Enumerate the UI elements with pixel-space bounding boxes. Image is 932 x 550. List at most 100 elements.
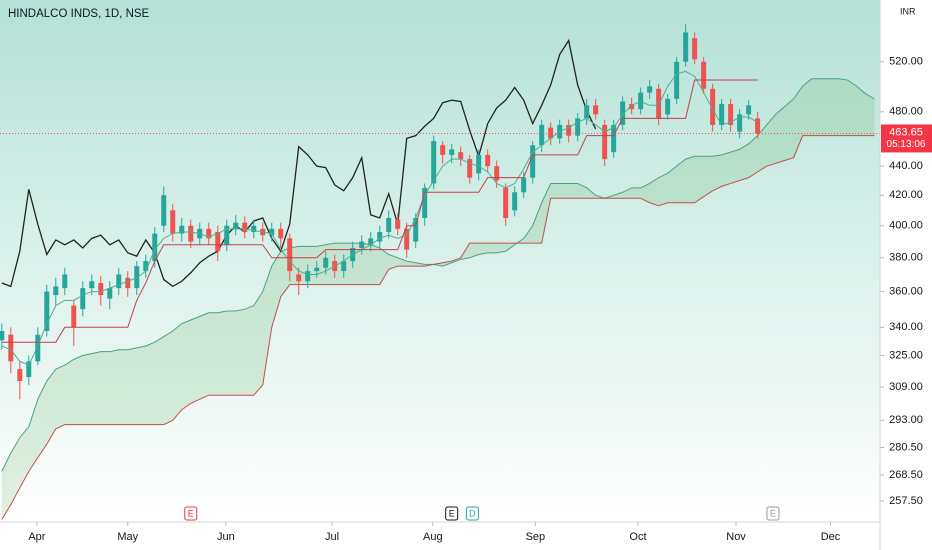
leading-span-b bbox=[1, 135, 875, 520]
conversion-line bbox=[1, 70, 758, 366]
candle-body bbox=[8, 334, 14, 362]
candle-body bbox=[629, 104, 635, 110]
candle-body bbox=[476, 154, 482, 174]
candle-body bbox=[35, 334, 41, 362]
y-tick-label: 420.00 bbox=[889, 189, 923, 201]
candle-body bbox=[539, 124, 545, 146]
x-tick-label: Oct bbox=[629, 531, 646, 543]
candle-body bbox=[602, 124, 608, 160]
candle-body bbox=[422, 187, 428, 218]
candle-body bbox=[503, 187, 509, 218]
candle-body bbox=[107, 288, 113, 299]
candle-body bbox=[611, 124, 617, 153]
y-tick-label: 520.00 bbox=[889, 56, 923, 68]
y-tick-label: 257.50 bbox=[889, 495, 923, 507]
candle-body bbox=[530, 145, 536, 178]
candle-body bbox=[323, 257, 329, 268]
candle-body bbox=[251, 225, 257, 233]
candle-body bbox=[647, 86, 653, 93]
lagging-span bbox=[1, 38, 597, 288]
candle-body bbox=[548, 127, 554, 139]
candle-body bbox=[233, 222, 239, 229]
candle-body bbox=[116, 274, 122, 289]
candle-body bbox=[674, 61, 680, 99]
x-tick-label: Jun bbox=[217, 531, 235, 543]
y-tick-label: 340.00 bbox=[889, 321, 923, 333]
candle-body bbox=[215, 232, 221, 252]
candle-body bbox=[278, 228, 284, 239]
event-marker bbox=[465, 506, 479, 521]
candle-body bbox=[161, 195, 167, 226]
leading-span-a bbox=[1, 78, 875, 472]
candle-body bbox=[269, 228, 275, 236]
candle-body bbox=[404, 228, 410, 250]
y-tick-label: 380.00 bbox=[889, 252, 923, 264]
candle-body bbox=[620, 101, 626, 125]
event-marker-label: E bbox=[188, 508, 194, 518]
y-tick-label: 309.00 bbox=[889, 381, 923, 393]
y-tick-label: 280.50 bbox=[889, 441, 923, 453]
y-tick-label: 268.50 bbox=[889, 469, 923, 481]
candle-body bbox=[485, 154, 491, 167]
countdown-label: 05:13:06 bbox=[887, 139, 926, 150]
candle-body bbox=[692, 38, 698, 60]
candle-body bbox=[512, 192, 518, 211]
plot-background bbox=[0, 0, 880, 522]
cloud-fill bbox=[1, 78, 875, 520]
candle-body bbox=[395, 219, 401, 229]
candle-body bbox=[188, 225, 194, 242]
candle-body bbox=[440, 145, 446, 155]
candle-body bbox=[80, 288, 86, 310]
price-axis-background bbox=[880, 0, 932, 550]
x-tick-label: Apr bbox=[28, 531, 45, 543]
candle-body bbox=[494, 166, 500, 181]
candle-body bbox=[449, 149, 455, 155]
candle-body bbox=[458, 152, 464, 160]
candle-body bbox=[152, 233, 158, 262]
candle-body bbox=[521, 177, 527, 193]
candle-body bbox=[206, 228, 212, 239]
x-tick-label: Nov bbox=[726, 531, 746, 543]
candle-body bbox=[296, 274, 302, 282]
event-marker-label: E bbox=[449, 508, 455, 518]
base-line bbox=[1, 79, 758, 343]
candle-body bbox=[431, 141, 437, 184]
candle-body bbox=[242, 222, 248, 233]
candle-body bbox=[386, 217, 392, 233]
candle-body bbox=[584, 105, 590, 119]
x-tick-label: Jul bbox=[325, 531, 339, 543]
y-tick-label: 293.00 bbox=[889, 414, 923, 426]
candle-body bbox=[755, 118, 761, 134]
candle-body bbox=[746, 105, 752, 115]
candle-body bbox=[224, 225, 230, 245]
candle-body bbox=[89, 281, 95, 289]
y-tick-label: 440.00 bbox=[889, 160, 923, 172]
candle-body bbox=[683, 32, 689, 62]
y-tick-label: 360.00 bbox=[889, 285, 923, 297]
candle-body bbox=[710, 88, 716, 125]
candle-body bbox=[719, 104, 725, 125]
chart-title: HINDALCO INDS, 1D, NSE bbox=[8, 8, 150, 20]
candle-body bbox=[377, 232, 383, 242]
x-tick-label: Dec bbox=[821, 531, 841, 543]
candle-body bbox=[467, 159, 473, 178]
x-tick-label: Aug bbox=[423, 531, 443, 543]
candle-body bbox=[638, 92, 644, 110]
candle-body bbox=[44, 291, 50, 331]
candle-body bbox=[53, 286, 59, 296]
y-tick-label: 480.00 bbox=[889, 106, 923, 118]
candle-body bbox=[566, 124, 572, 136]
candle-body bbox=[125, 277, 131, 289]
candle-body bbox=[413, 217, 419, 242]
x-tick-label: May bbox=[117, 531, 138, 543]
candle-body bbox=[593, 105, 599, 115]
candle-body bbox=[575, 118, 581, 136]
event-marker-label: E bbox=[770, 508, 776, 518]
y-tick-label: 400.00 bbox=[889, 220, 923, 232]
event-marker bbox=[445, 506, 459, 521]
candle-body bbox=[17, 369, 23, 382]
candle-body bbox=[179, 225, 185, 234]
y-tick-label: 325.00 bbox=[889, 349, 923, 361]
candle-body bbox=[359, 241, 365, 249]
candle-body bbox=[134, 266, 140, 289]
